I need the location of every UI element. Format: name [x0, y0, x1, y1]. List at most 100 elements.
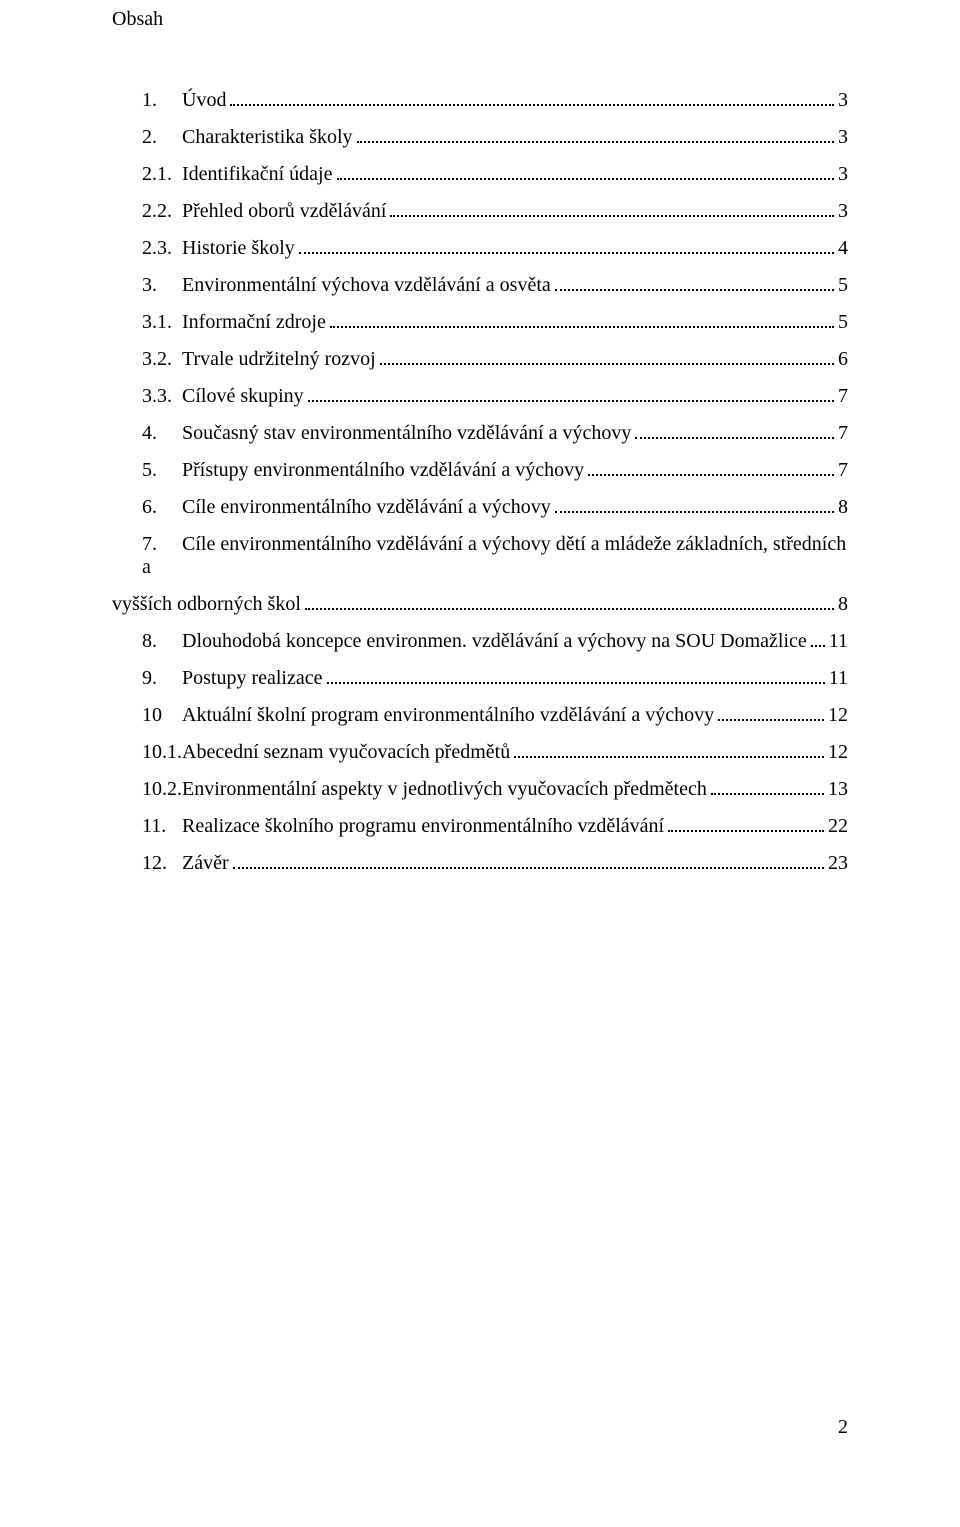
toc-leader: [711, 782, 824, 795]
page-number: 2: [838, 1416, 848, 1439]
toc-page: 6: [838, 348, 848, 371]
toc-leader: [718, 708, 824, 721]
toc-title: Obsah: [112, 8, 848, 31]
toc-number: 3.1.: [142, 311, 182, 334]
toc-leader: [357, 130, 834, 143]
toc-number: 2.: [142, 126, 182, 149]
toc-label: Environmentální výchova vzdělávání a osv…: [182, 274, 551, 297]
toc-label: Aktuální školní program environmentálníh…: [182, 704, 714, 727]
toc-leader: [230, 93, 834, 106]
toc-label: Cílové skupiny: [182, 385, 304, 408]
toc-label: Historie školy: [182, 237, 295, 260]
toc-page: 23: [828, 852, 848, 875]
toc-leader: [811, 634, 825, 647]
toc-leader: [555, 278, 834, 291]
toc-entry: 10.1.Abecední seznam vyučovacích předmět…: [112, 741, 848, 764]
toc-label: Úvod: [182, 89, 226, 112]
toc-entry: 4. Současný stav environmentálního vzděl…: [112, 422, 848, 445]
toc-label: Závěr: [182, 852, 229, 875]
toc-number: 10.2.: [142, 778, 182, 801]
toc-line: 7.Cíle environmentálního vzdělávání a vý…: [142, 533, 848, 579]
toc-page: 8: [838, 496, 848, 519]
toc-entry: 3.1.Informační zdroje 5: [112, 311, 848, 334]
toc-number: 5.: [142, 459, 182, 482]
toc-number: 3.3.: [142, 385, 182, 408]
toc-leader: [635, 426, 834, 439]
toc-leader: [305, 597, 834, 610]
toc-page: 5: [838, 274, 848, 297]
toc-number: 4.: [142, 422, 182, 445]
toc-label: Přehled oborů vzdělávání: [182, 200, 386, 223]
toc-entry: 2.Charakteristika školy 3: [112, 126, 848, 149]
toc-entry: 5.Přístupy environmentálního vzdělávání …: [112, 459, 848, 482]
toc-page: 11: [829, 630, 848, 653]
toc-page: 8: [838, 593, 848, 616]
toc-label: Charakteristika školy: [182, 126, 353, 149]
toc-entry: 11.Realizace školního programu environme…: [112, 815, 848, 838]
toc-leader: [555, 500, 834, 513]
toc-leader: [390, 204, 834, 217]
toc-entry: 7.Cíle environmentálního vzdělávání a vý…: [112, 533, 848, 616]
toc-entry: 3.Environmentální výchova vzdělávání a o…: [112, 274, 848, 297]
toc-number: 6.: [142, 496, 182, 519]
toc-entry: 8.Dlouhodobá koncepce environmen. vzdělá…: [112, 630, 848, 653]
toc-page: 7: [838, 422, 848, 445]
toc-number: 3.: [142, 274, 182, 297]
toc-page: 7: [838, 385, 848, 408]
toc-number: 7.: [142, 533, 182, 556]
toc-entry: 10.2.Environmentální aspekty v jednotliv…: [112, 778, 848, 801]
table-of-contents: 1.Úvod32.Charakteristika školy32.1.Ident…: [112, 89, 848, 875]
toc-leader: [668, 819, 824, 832]
toc-page: 5: [838, 311, 848, 334]
toc-label: vyšších odborných škol: [112, 593, 301, 616]
toc-number: 3.2.: [142, 348, 182, 371]
toc-page: 3: [838, 126, 848, 149]
toc-entry: 2.3.Historie školy 4: [112, 237, 848, 260]
toc-leader: [337, 167, 835, 180]
toc-label: Informační zdroje: [182, 311, 326, 334]
toc-leader: [233, 856, 824, 869]
toc-label: Přístupy environmentálního vzdělávání a …: [182, 459, 584, 482]
toc-number: 8.: [142, 630, 182, 653]
toc-leader: [514, 745, 824, 758]
toc-leader: [299, 241, 834, 254]
toc-entry: 1.Úvod 3: [112, 89, 848, 112]
toc-label: Environmentální aspekty v jednotlivých v…: [182, 778, 707, 801]
toc-line: vyšších odborných škol 8: [112, 593, 848, 616]
toc-leader: [588, 463, 834, 476]
toc-number: 10: [142, 704, 182, 727]
toc-label: Realizace školního programu environmentá…: [182, 815, 664, 838]
toc-entry: 2.2.Přehled oborů vzdělávání 3: [112, 200, 848, 223]
toc-entry: 9.Postupy realizace11: [112, 667, 848, 690]
toc-number: 2.3.: [142, 237, 182, 260]
toc-entry: 2.1.Identifikační údaje 3: [112, 163, 848, 186]
toc-page: 7: [838, 459, 848, 482]
toc-entry: 3.3.Cílové skupiny 7: [112, 385, 848, 408]
toc-page: 3: [838, 163, 848, 186]
toc-entry: 3.2.Trvale udržitelný rozvoj 6: [112, 348, 848, 371]
toc-number: 1.: [142, 89, 182, 112]
toc-label: Dlouhodobá koncepce environmen. vzdělává…: [182, 630, 807, 653]
toc-page: 12: [828, 741, 848, 764]
toc-label: Cíle environmentálního vzdělávání a vých…: [182, 496, 551, 519]
toc-label: Cíle environmentálního vzdělávání a vých…: [142, 533, 846, 578]
toc-entry: 12.Závěr 23: [112, 852, 848, 875]
page: Obsah 1.Úvod32.Charakteristika školy32.1…: [0, 8, 960, 1527]
toc-number: 9.: [142, 667, 182, 690]
toc-number: 2.2.: [142, 200, 182, 223]
toc-label: Postupy realizace: [182, 667, 323, 690]
toc-page: 4: [838, 237, 848, 260]
toc-number: 2.1.: [142, 163, 182, 186]
toc-label: Identifikační údaje: [182, 163, 333, 186]
toc-label: Trvale udržitelný rozvoj: [182, 348, 376, 371]
toc-page: 22: [828, 815, 848, 838]
toc-page: 12: [828, 704, 848, 727]
toc-page: 13: [828, 778, 848, 801]
toc-page: 3: [838, 200, 848, 223]
toc-number: 10.1.: [142, 741, 182, 764]
toc-number: 11.: [142, 815, 182, 838]
toc-number: 12.: [142, 852, 182, 875]
toc-leader: [308, 389, 834, 402]
toc-leader: [330, 315, 834, 328]
toc-page: 3: [838, 89, 848, 112]
